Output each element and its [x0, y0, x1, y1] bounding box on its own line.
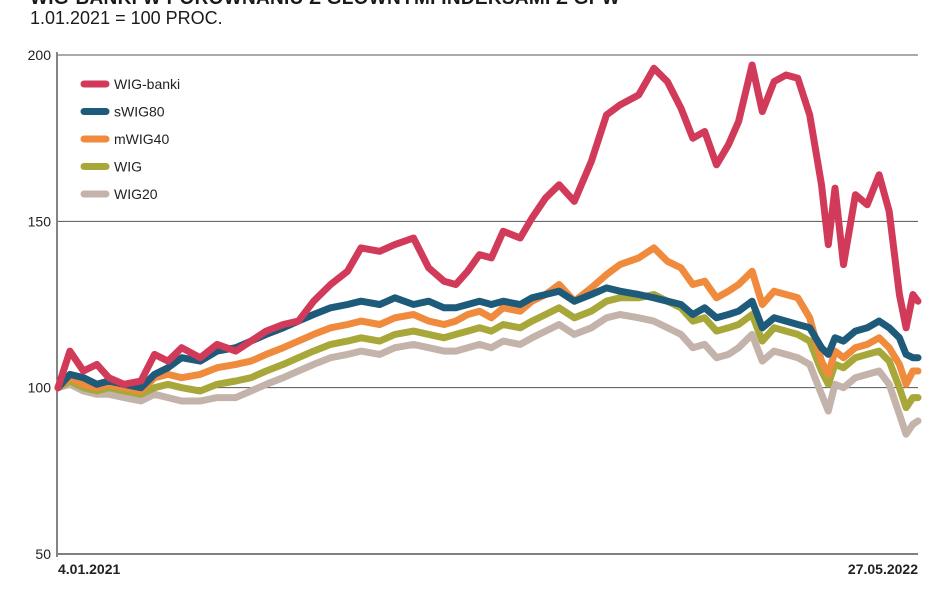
legend-label-mwig40: mWIG40	[114, 131, 169, 147]
series-line-wig-banki	[54, 61, 922, 392]
chart-title: WIG-BANKI W PORÓWNANIU Z GŁÓWNYMI INDEKS…	[30, 0, 620, 10]
legend-label-swig80: sWIG80	[114, 104, 165, 120]
y-axis: 50 100 150 200	[28, 47, 52, 562]
x-end-label: 27.05.2022	[848, 561, 918, 577]
subtitle-unit: PROC.	[165, 8, 223, 28]
y-tick-label-150: 150	[28, 213, 52, 229]
y-tick-label-100: 100	[28, 380, 52, 396]
series-lines	[54, 61, 922, 438]
chart-subtitle: 1.01.2021 = 100 PROC.	[30, 8, 223, 29]
y-tick-label-50: 50	[35, 546, 51, 562]
x-start-label: 4.01.2021	[58, 561, 120, 577]
legend-label-wig: WIG	[114, 159, 142, 175]
chart-legend: WIG-banki sWIG80 mWIG40 WIG WIG20	[80, 76, 180, 202]
series-line-swig80	[54, 284, 922, 392]
series-line-wig	[54, 291, 922, 412]
series-line-wig20	[54, 311, 922, 438]
y-tick-label-200: 200	[28, 47, 52, 63]
subtitle-base: 1.01.2021 = 100	[30, 8, 161, 28]
legend-label-wig-banki: WIG-banki	[114, 76, 180, 92]
legend-label-wig20: WIG20	[114, 186, 158, 202]
